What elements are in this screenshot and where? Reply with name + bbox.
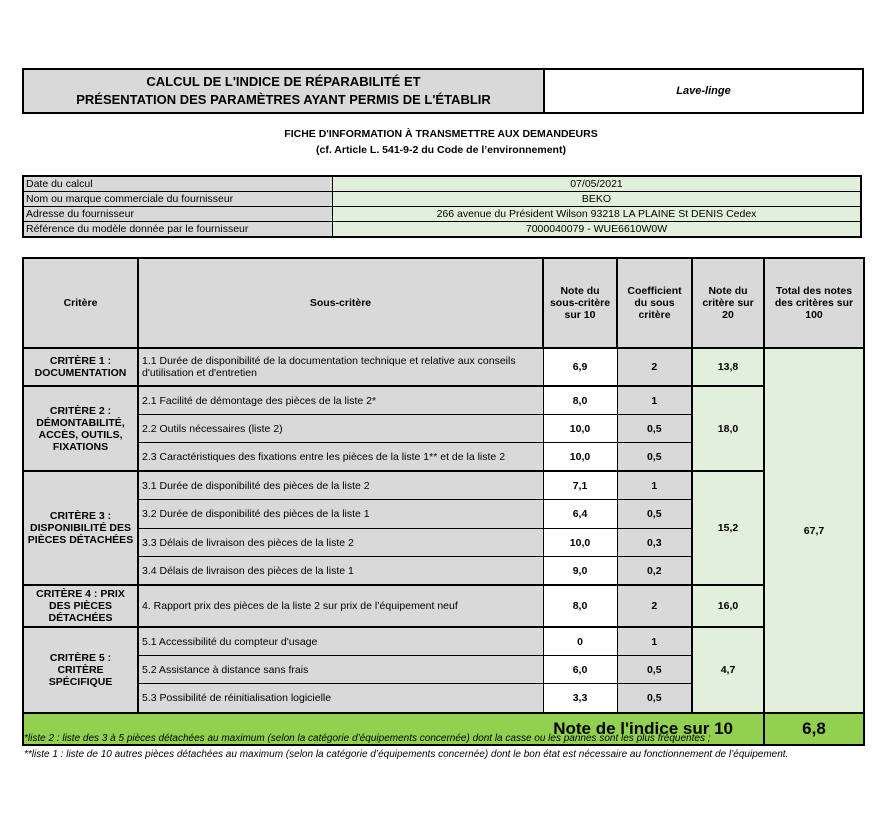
subtitle-line-2: (cf. Article L. 541-9-2 du Code de l’env… [316,144,566,156]
sub-criterion-note: 3,3 [542,683,618,714]
info-label: Référence du modèle donnée par le fourni… [22,221,333,238]
sub-criterion-label: 2.1 Facilité de démontage des pièces de … [137,385,544,415]
sub-criterion-note: 6,4 [542,499,618,529]
criteria-row: CRITÈRE 3 : DISPONIBILITÉ DES PIÈCES DÉT… [22,470,864,586]
final-row: Note de l'indice sur 10 6,8 [22,712,865,746]
header-critere: Critère [22,257,139,349]
sub-criterion-label: 3.3 Délais de livraison des pièces de la… [137,528,544,557]
criteria-row: CRITÈRE 2 : DÉMONTABILITÉ, ACCÈS, OUTILS… [22,385,864,472]
subtitle: FICHE D'INFORMATION À TRANSMETTRE AUX DE… [0,126,882,158]
info-row: Adresse du fournisseur 266 avenue du Prés… [22,206,862,222]
final-score: 6,8 [763,712,865,746]
title-line-2: PRÉSENTATION DES PARAMÈTRES AYANT PERMIS… [76,92,491,107]
sub-criterion-label: 2.2 Outils nécessaires (liste 2) [137,414,544,443]
sub-criterion-label: 4. Rapport prix des pièces de la liste 2… [137,584,544,628]
sub-criterion-label: 5.1 Accessibilité du compteur d'usage [137,626,544,656]
sub-criterion-coef: 0,5 [616,683,693,714]
sub-criterion-coef: 2 [616,584,693,628]
sub-criterion-label: 3.4 Délais de livraison des pièces de la… [137,556,544,586]
sub-criterion-label: 1.1 Durée de disponibilité de la documen… [137,347,544,387]
info-value: 7000040079 - WUE6610W0W [332,221,862,238]
sub-criterion-note: 7,1 [542,470,618,500]
final-label: Note de l'indice sur 10 [22,712,765,746]
sub-criterion-label: 5.2 Assistance à distance sans frais [137,655,544,684]
info-row: Nom ou marque commerciale du fournisseur… [22,191,862,207]
sub-criterion-coef: 0,5 [616,414,693,443]
criterion-note-20: 4,7 [691,626,765,714]
sub-criterion-coef: 1 [616,470,693,500]
criterion-name: CRITÈRE 5 : CRITÈRE SPÉCIFIQUE [22,626,139,714]
info-value: 07/05/2021 [332,175,862,192]
sub-criterion-note: 10,0 [542,414,618,443]
header-note: Note du sous-critère sur 10 [542,257,618,349]
subtitle-line-1: FICHE D'INFORMATION À TRANSMETTRE AUX DE… [284,128,598,140]
footnote: *liste 2 : liste des 3 à 5 pièces détach… [24,733,711,744]
sub-criterion-label: 3.2 Durée de disponibilité des pièces de… [137,499,544,529]
criteria-row: 5.2 Assistance à distance sans frais 6,0 0… [23,655,864,684]
criterion-name: CRITÈRE 2 : DÉMONTABILITÉ, ACCÈS, OUTILS… [22,385,139,472]
sub-criterion-coef: 0,2 [616,556,693,586]
criterion-note-20: 16,0 [691,584,765,628]
criteria-row: 5.3 Possibilité de réinitialisation logi… [23,683,864,714]
header-sous-critere: Sous-critère [137,257,544,349]
criteria-row: CRITÈRE 1 : DOCUMENTATION 1.1 Durée de di… [22,347,865,714]
sub-criterion-coef: 0,5 [616,442,693,472]
sub-criterion-coef: 2 [616,347,693,387]
sub-criterion-note: 10,0 [542,528,618,557]
sub-criterion-coef: 0,5 [616,655,693,684]
header-row: Critère Sous-critère Note du sous-critèr… [22,257,865,349]
sub-criterion-coef: 0,3 [616,528,693,557]
sub-criterion-coef: 0,5 [616,499,693,529]
footnotes: *liste 2 : liste des 3 à 5 pièces détach… [24,731,864,763]
total-score: 67,7 [763,347,865,714]
info-value: BEKO [332,191,862,207]
header-total: Total des notes des critères sur 100 [763,257,865,349]
sub-criterion-note: 6,9 [542,347,618,387]
info-label: Nom ou marque commerciale du fournisseur [22,191,333,207]
criterion-note-20: 13,8 [691,347,765,387]
info-label: Adresse du fournisseur [22,206,333,222]
criteria-row: 2.2 Outils nécessaires (liste 2) 10,0 0,5 [23,414,864,443]
sub-criterion-label: 2.3 Caractéristiques des fixations entre… [137,442,544,472]
supplier-info-table: Date du calcul 07/05/2021 Nom ou marque c… [22,175,862,238]
sub-criterion-note: 8,0 [542,385,618,415]
criteria-row: CRITÈRE 4 : PRIX DES PIÈCES DÉTACHÉES 4. … [22,584,864,628]
title-box: CALCUL DE L'INDICE DE RÉPARABILITÉ ET PR… [22,68,864,114]
criteria-row: 3.2 Durée de disponibilité des pièces de… [23,499,864,529]
criteria-table: Critère Sous-critère Note du sous-critèr… [22,257,865,746]
product-type: Lave-linge [676,85,731,97]
criteria-row: CRITÈRE 5 : CRITÈRE SPÉCIFIQUE 5.1 Access… [22,626,864,714]
sub-criterion-label: 5.3 Possibilité de réinitialisation logi… [137,683,544,714]
sub-criterion-label: 3.1 Durée de disponibilité des pièces de… [137,470,544,500]
criteria-row: 3.3 Délais de livraison des pièces de la… [23,528,864,557]
header-coef: Coefficient du sous critère [616,257,693,349]
page-title: CALCUL DE L'INDICE DE RÉPARABILITÉ ET PR… [24,70,545,112]
header-note20: Note du critère sur 20 [691,257,765,349]
sub-criterion-note: 6,0 [542,655,618,684]
sub-criterion-coef: 1 [616,626,693,656]
criterion-note-20: 18,0 [691,385,765,472]
criterion-name: CRITÈRE 4 : PRIX DES PIÈCES DÉTACHÉES [22,584,139,628]
sub-criterion-note: 8,0 [542,584,618,628]
criterion-note-20: 15,2 [691,470,765,586]
criteria-row: 3.4 Délais de livraison des pièces de la… [23,556,864,586]
info-row: Référence du modèle donnée par le fourni… [22,221,862,238]
sub-criterion-note: 10,0 [542,442,618,472]
info-value: 266 avenue du Président Wilson 93218 LA … [332,206,862,222]
criterion-name: CRITÈRE 1 : DOCUMENTATION [22,347,139,387]
sub-criterion-note: 9,0 [542,556,618,586]
info-label: Date du calcul [22,175,333,192]
title-line-1: CALCUL DE L'INDICE DE RÉPARABILITÉ ET [146,74,421,89]
info-row: Date du calcul 07/05/2021 [22,175,862,192]
footnote: **liste 1 : liste de 10 autres pièces dé… [24,749,789,760]
sub-criterion-coef: 1 [616,385,693,415]
sub-criterion-note: 0 [542,626,618,656]
criteria-row: 2.3 Caractéristiques des fixations entre… [23,442,864,472]
criterion-name: CRITÈRE 3 : DISPONIBILITÉ DES PIÈCES DÉT… [22,470,139,586]
